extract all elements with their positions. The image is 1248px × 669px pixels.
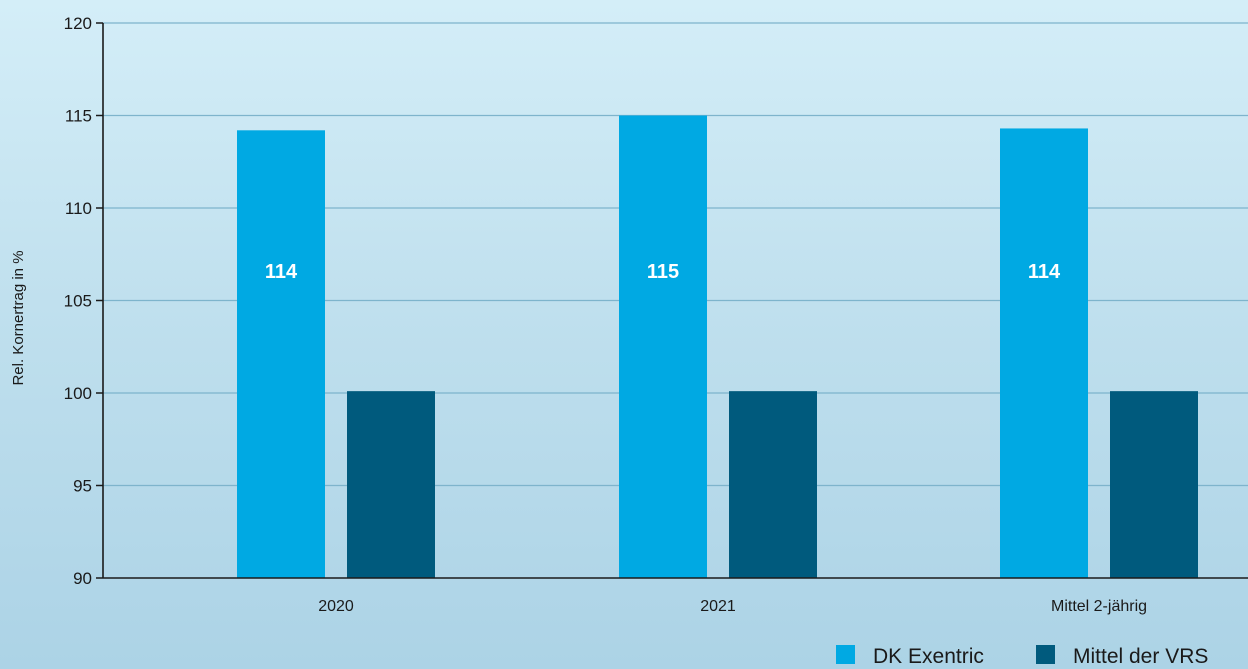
- y-tick-label: 95: [73, 477, 92, 496]
- y-tick-label: 115: [65, 107, 92, 126]
- y-tick-label: 90: [73, 569, 92, 588]
- legend-label: DK Exentric: [873, 645, 984, 668]
- x-category-label: 2021: [700, 598, 736, 615]
- bar-dk-exentric: [1000, 128, 1088, 578]
- x-category-label: Mittel 2-jährig: [1051, 598, 1147, 615]
- bars: [237, 115, 1198, 579]
- y-tick-label: 100: [64, 384, 92, 403]
- x-category-label: 2020: [318, 598, 354, 615]
- legend-swatch: [836, 645, 855, 664]
- axes: 90 95 100 105 110 115 120 2020 2021 Mittel 2-jähr…: [64, 14, 1248, 615]
- data-labels: 114 115 114: [265, 261, 1061, 283]
- data-label: 115: [647, 261, 679, 283]
- y-tick-label: 110: [65, 199, 92, 218]
- legend-label: Mittel der VRS: [1073, 645, 1208, 668]
- data-label: 114: [265, 261, 298, 283]
- bar-dk-exentric: [619, 115, 707, 578]
- bar-mittel-vrs: [347, 391, 435, 578]
- legend-swatch: [1036, 645, 1055, 664]
- y-tick-label: 105: [64, 292, 92, 311]
- bar-mittel-vrs: [1110, 391, 1198, 578]
- bar-mittel-vrs: [729, 391, 817, 578]
- bar-dk-exentric: [237, 130, 325, 579]
- data-label: 114: [1028, 261, 1061, 283]
- y-tick-label: 120: [64, 14, 92, 33]
- y-axis-label: Rel. Kornertrag in %: [10, 250, 27, 385]
- legend: DK Exentric Mittel der VRS: [836, 645, 1208, 668]
